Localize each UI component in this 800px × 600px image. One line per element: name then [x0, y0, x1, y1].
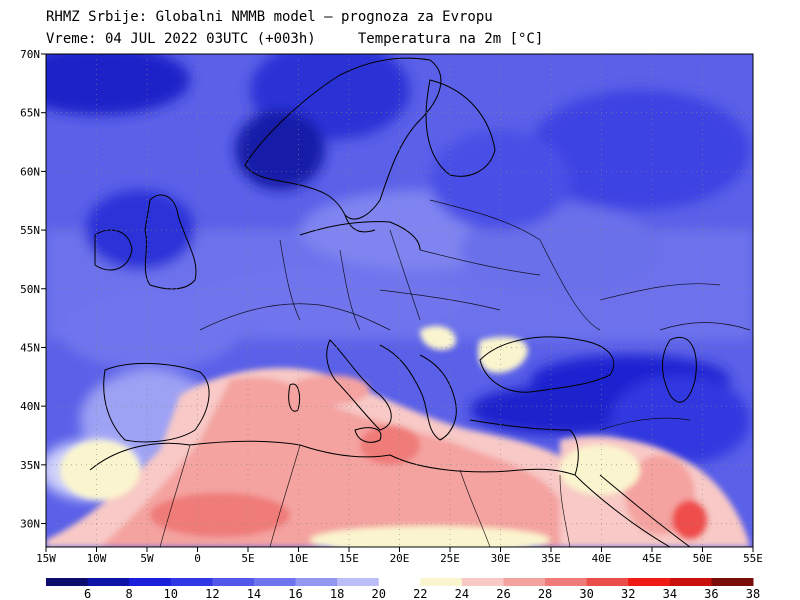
- lat-tick-label: 65N: [20, 107, 40, 120]
- colorbar-label: 34: [663, 587, 677, 600]
- lat-tick-label: 30N: [20, 518, 40, 531]
- colorbar-label: 30: [579, 587, 593, 600]
- colorbar-swatch: [87, 578, 130, 586]
- lon-tick-label: 25E: [440, 552, 460, 565]
- lon-tick-label: 20E: [390, 552, 410, 565]
- colorbar-label: 16: [288, 587, 302, 600]
- lon-tick-label: 55E: [743, 552, 763, 565]
- colorbar: 6 8 10 12 14 16 18 20 22 24 26 28 30 32 34 36 38: [46, 578, 760, 600]
- colorbar-swatch: [586, 578, 629, 586]
- colorbar-label: 28: [538, 587, 552, 600]
- colorbar-swatch: [669, 578, 712, 586]
- graticule: [46, 54, 753, 547]
- colorbar-label: 38: [746, 587, 760, 600]
- colorbar-label: 14: [247, 587, 261, 600]
- colorbar-label: 20: [371, 587, 385, 600]
- colorbar-label: 18: [330, 587, 344, 600]
- colorbar-swatch: [129, 578, 172, 586]
- lon-tick-label: 15W: [36, 552, 56, 565]
- lat-tick-label: 55N: [20, 224, 40, 237]
- colorbar-swatch: [628, 578, 671, 586]
- colorbar-swatch: [420, 578, 463, 586]
- colorbar-swatch: [545, 578, 588, 586]
- lat-tick-label: 45N: [20, 341, 40, 354]
- colorbar-swatch: [212, 578, 255, 586]
- lon-tick-label: 35E: [541, 552, 561, 565]
- colorbar-label: 6: [84, 587, 91, 600]
- lon-tick-label: 50E: [693, 552, 713, 565]
- map-title: RHMZ Srbije: Globalni NMMB model — progn…: [46, 9, 493, 25]
- lat-tick-label: 50N: [20, 283, 40, 296]
- colorbar-swatch: [253, 578, 297, 586]
- colorbar-swatch: [337, 578, 380, 586]
- colorbar-swatch: [711, 578, 754, 586]
- lon-tick-label: 5W: [140, 552, 154, 565]
- lon-tick-label: 10W: [87, 552, 107, 565]
- lon-tick-label: 15E: [339, 552, 359, 565]
- colorbar-label: 26: [496, 587, 510, 600]
- lon-tick-label: 5E: [241, 552, 254, 565]
- colorbar-swatch: [461, 578, 504, 586]
- lat-tick-label: 70N: [20, 48, 40, 61]
- latitude-axis: 70N 65N 60N 55N 50N 45N 40N 35N 30N: [20, 48, 46, 531]
- temperature-field: [46, 54, 753, 547]
- colorbar-label: 32: [621, 587, 635, 600]
- colorbar-swatch: [46, 578, 89, 586]
- colorbar-label: 8: [126, 587, 133, 600]
- coastlines: [89, 57, 697, 547]
- lon-tick-label: 10E: [289, 552, 309, 565]
- lat-tick-label: 40N: [20, 400, 40, 413]
- colorbar-swatch: [170, 578, 213, 586]
- colorbar-swatch: [503, 578, 546, 586]
- lon-tick-label: 40E: [592, 552, 612, 565]
- lon-tick-label: 30E: [491, 552, 511, 565]
- colorbar-label: 22: [413, 587, 427, 600]
- colorbar-label: 24: [455, 587, 469, 600]
- country-borders: [159, 199, 751, 547]
- colorbar-swatch: [378, 578, 421, 586]
- lat-tick-label: 35N: [20, 459, 40, 472]
- longitude-axis: 15W 10W 5W 0 5E 10E 15E 20E 25E 30E 35E 40E 45E 50E 55…: [36, 547, 763, 565]
- lon-tick-label: 45E: [642, 552, 662, 565]
- lat-tick-label: 60N: [20, 165, 40, 178]
- map-subtitle: Vreme: 04 JUL 2022 03UTC (+003h) Tempera…: [46, 31, 544, 47]
- colorbar-swatch: [295, 578, 338, 586]
- colorbar-label: 36: [704, 587, 718, 600]
- colorbar-label: 12: [205, 587, 219, 600]
- colorbar-label: 10: [164, 587, 178, 600]
- lon-tick-label: 0: [194, 552, 201, 565]
